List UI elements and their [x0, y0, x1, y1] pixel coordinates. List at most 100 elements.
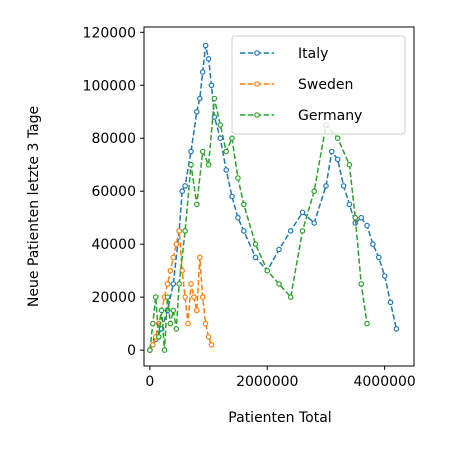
data-point-sweden — [199, 294, 206, 300]
series-layer — [147, 42, 400, 353]
data-point-italy — [179, 188, 186, 195]
legend-box — [231, 35, 406, 135]
data-point-italy — [188, 148, 194, 155]
data-point-germany — [188, 161, 194, 168]
data-point-germany — [311, 188, 318, 195]
data-point-italy — [328, 148, 335, 155]
data-point-italy — [202, 42, 209, 49]
data-point-italy — [387, 299, 394, 306]
data-point-italy — [241, 228, 247, 234]
data-point-germany — [176, 281, 183, 287]
data-point-germany — [147, 347, 153, 353]
legend-label-germany: Germany — [298, 108, 362, 124]
y-tick-label: 20000 — [91, 290, 136, 306]
data-point-italy — [208, 82, 215, 89]
data-point-italy — [217, 135, 224, 142]
data-point-italy — [393, 326, 400, 332]
plot-frame — [143, 26, 415, 367]
data-point-sweden — [176, 228, 183, 234]
data-point-italy — [334, 156, 341, 163]
data-point-italy — [340, 183, 347, 189]
data-point-germany — [229, 135, 235, 142]
data-point-italy — [299, 209, 306, 216]
data-point-sweden — [202, 320, 209, 327]
data-point-italy — [170, 281, 177, 287]
series-line-germany — [149, 98, 368, 351]
data-point-germany — [205, 161, 212, 168]
y-tick-label: 40000 — [91, 237, 136, 253]
legend-marker-italy — [254, 50, 260, 56]
y-tick-label: 100000 — [83, 78, 136, 94]
data-point-sweden — [167, 267, 174, 274]
data-point-germany — [194, 201, 200, 208]
data-point-germany — [211, 95, 218, 102]
data-point-italy — [205, 55, 212, 62]
data-point-germany — [164, 294, 171, 300]
data-point-sweden — [185, 320, 191, 327]
data-point-italy — [370, 241, 376, 248]
series-sweden — [147, 228, 215, 353]
legend: Italy Sweden Germany — [231, 35, 406, 135]
data-point-germany — [241, 201, 247, 208]
data-point-germany — [217, 122, 224, 128]
data-point-italy — [252, 254, 259, 261]
data-point-sweden — [208, 341, 215, 348]
data-point-italy — [346, 201, 353, 208]
y-tick-label: 120000 — [83, 25, 136, 41]
data-point-sweden — [170, 254, 177, 261]
data-point-sweden — [164, 281, 171, 287]
data-point-italy — [194, 109, 200, 115]
data-point-germany — [364, 320, 370, 327]
legend-marker-sweden — [254, 81, 260, 87]
y-tick-label: 80000 — [91, 131, 136, 147]
data-point-germany — [182, 228, 188, 234]
series-germany — [147, 95, 370, 353]
data-point-germany — [352, 214, 359, 221]
y-axis-label: Neue Patienten letzte 3 Tage — [26, 106, 42, 307]
data-point-germany — [334, 135, 341, 142]
data-point-sweden — [194, 307, 200, 314]
data-point-italy — [375, 254, 382, 261]
data-point-germany — [346, 161, 353, 168]
data-point-germany — [223, 148, 230, 155]
data-point-germany — [173, 326, 180, 332]
y-tick-label: 0 — [127, 343, 136, 359]
data-point-germany — [155, 334, 162, 340]
x-tick-label: 0 — [145, 374, 154, 390]
plot-area — [147, 42, 400, 353]
data-point-sweden — [205, 334, 212, 340]
data-point-italy — [311, 220, 318, 226]
data-point-sweden — [197, 254, 203, 261]
data-point-italy — [235, 214, 241, 221]
data-point-germany — [170, 307, 177, 314]
axes-layer: 0 2000000 4000000 0 20000 40000 60000 80000 1000… — [26, 25, 416, 426]
data-point-germany — [235, 175, 241, 181]
legend-marker-germany — [254, 112, 260, 118]
data-point-germany — [358, 281, 365, 287]
data-point-germany — [161, 347, 168, 353]
data-point-sweden — [188, 281, 194, 287]
data-point-italy — [364, 222, 370, 229]
legend-label-sweden: Sweden — [298, 77, 353, 93]
data-point-germany — [167, 320, 174, 327]
x-tick-label: 4000000 — [353, 374, 415, 390]
data-point-germany — [276, 281, 282, 287]
data-point-italy — [287, 228, 294, 234]
data-point-italy — [381, 273, 388, 279]
data-point-italy — [229, 193, 235, 200]
legend-label-italy: Italy — [298, 46, 328, 62]
data-point-sweden — [191, 294, 197, 300]
data-point-italy — [323, 183, 329, 189]
data-point-germany — [158, 307, 165, 314]
data-point-germany — [150, 320, 156, 327]
x-axis-label: Patienten Total — [228, 410, 331, 426]
data-point-germany — [199, 148, 206, 155]
data-point-sweden — [150, 341, 156, 348]
data-point-sweden — [173, 241, 180, 248]
data-point-italy — [358, 214, 365, 221]
data-point-germany — [287, 294, 294, 300]
series-line-italy — [149, 45, 398, 351]
data-point-sweden — [182, 294, 188, 300]
data-point-germany — [299, 228, 306, 234]
